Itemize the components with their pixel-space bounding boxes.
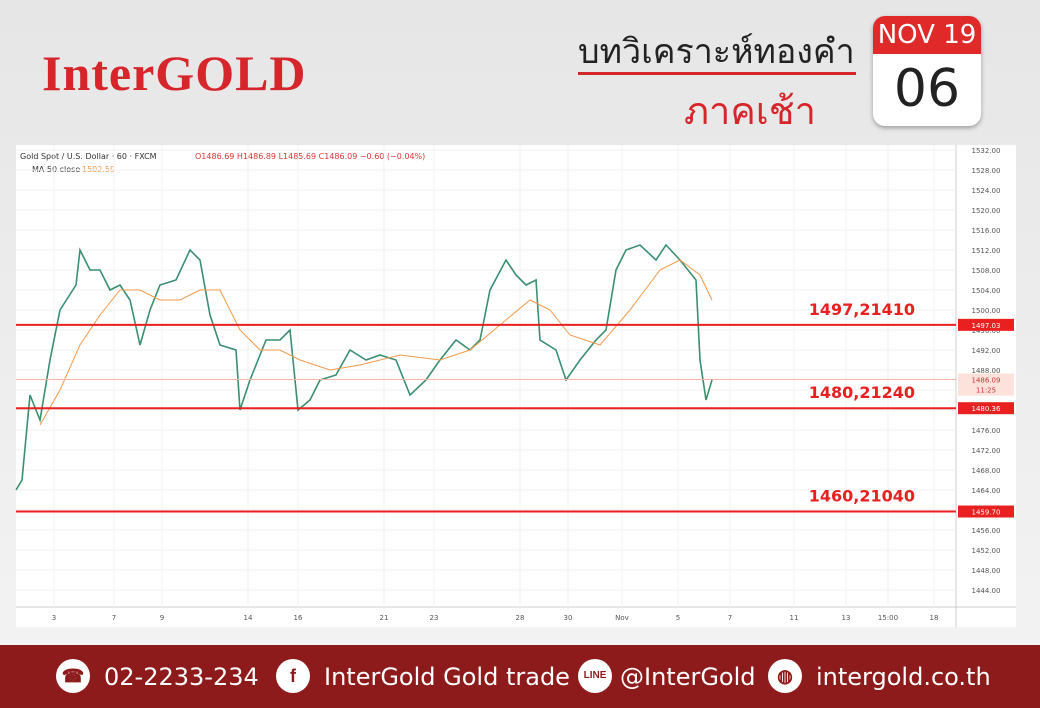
phone-icon: ☎ [56,659,90,693]
day: 06 [893,59,961,119]
level-tag [958,402,1014,415]
brand: InterGOLD [42,45,307,101]
y-tick-label: 1464.00 [972,487,1001,495]
phone: 02-2233-234 [104,663,259,691]
x-tick-label: 16 [294,614,303,622]
x-tick-label: 11 [790,614,799,622]
y-tick-label: 1508.00 [972,267,1001,275]
level-price: 1480.36 [972,405,1001,413]
level-annotation: 1480,21240 [809,383,915,402]
y-tick-label: 1520.00 [972,207,1001,215]
last-price-label: 1486.09 [972,377,1001,385]
y-tick-label: 1476.00 [972,427,1001,435]
x-tick-label: 28 [516,614,525,622]
symbol: Gold Spot / U.S. Dollar · 60 · FXCM [20,152,157,161]
level-tag [958,505,1014,518]
x-tick-label: 7 [112,614,116,622]
y-tick-label: 1516.00 [972,227,1001,235]
y-tick-label: 1528.00 [972,167,1001,175]
y-tick-label: 1504.00 [972,287,1001,295]
subtitle: ภาคเช้า [684,89,816,133]
chart-panel [16,145,1016,627]
last-price-tag [958,373,1014,396]
y-tick-label: 1452.00 [972,547,1001,555]
footer: ☎ 02-2233-234 f InterGold Gold trade LIN… [0,645,1040,708]
x-tick-label: Nov [615,614,629,622]
x-tick-label: 18 [930,614,939,622]
y-tick-label: 1500.00 [972,307,1001,315]
x-tick-label: 5 [676,614,680,622]
x-tick-label: 3 [52,614,56,622]
x-tick-label: 15:00 [878,614,898,622]
level-price: 1459.70 [972,509,1001,517]
ohlc: O1486.69 H1486.89 L1485.69 C1486.09 −0.6… [195,152,425,161]
x-tick-label: 13 [842,614,851,622]
y-tick-label: 1448.00 [972,567,1001,575]
line-id: @InterGold [620,663,756,691]
x-tick-label: 23 [430,614,439,622]
month: NOV 19 [873,16,981,54]
y-tick-label: 1488.00 [972,367,1001,375]
web-icon: ◍ [768,659,802,693]
level-price: 1497.03 [972,322,1001,330]
level-annotation: 1497,21410 [809,300,915,319]
series-line [39,259,713,426]
level-annotation: 1460,21040 [809,487,915,506]
website: intergold.co.th [816,663,991,691]
chart: Gold Spot / U.S. Dollar · 60 · FXCM O148… [15,145,1016,627]
x-tick-label: 21 [380,614,389,622]
x-tick-label: 9 [160,614,164,622]
x-tick-label: 30 [564,614,573,622]
x-tick-label: 7 [728,614,732,622]
y-tick-label: 1524.00 [972,187,1001,195]
y-tick-label: 1512.00 [972,247,1001,255]
countdown: 11:25 [976,387,996,395]
y-tick-label: 1492.00 [972,347,1001,355]
line-icon: LINE [578,659,612,693]
y-tick-label: 1468.00 [972,467,1001,475]
level-tag [958,318,1014,331]
y-tick-label: 1444.00 [972,587,1001,595]
x-tick-label: 14 [244,614,253,622]
y-tick-label: 1456.00 [972,527,1001,535]
y-tick-label: 1532.00 [972,147,1001,155]
facebook: InterGold Gold trade [324,663,570,691]
calendar: NOV 19 06 [873,16,981,126]
rule [578,72,856,75]
title: บทวิเคราะห์ทองคำ [578,32,855,72]
facebook-icon: f [276,659,310,693]
y-tick-label: 1496.00 [972,327,1001,335]
series-line [15,243,713,491]
y-tick-label: 1472.00 [972,447,1001,455]
